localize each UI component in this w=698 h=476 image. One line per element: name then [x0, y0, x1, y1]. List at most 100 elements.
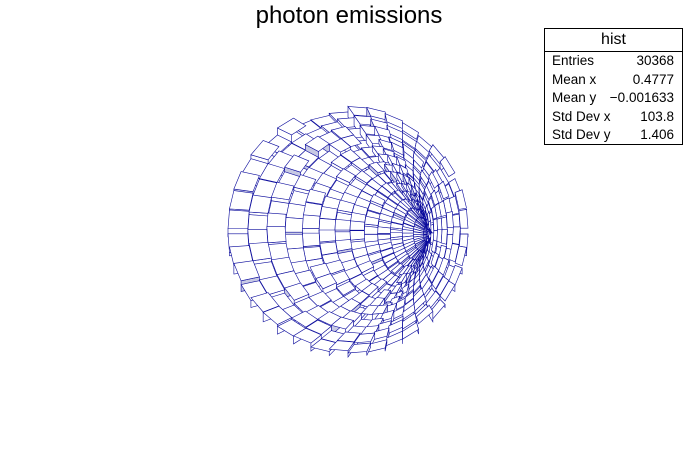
lego-cell-top	[284, 282, 310, 301]
lego-cell-top	[451, 226, 461, 245]
lego-cell-top	[330, 316, 355, 330]
stats-value: 0.4777	[632, 71, 674, 87]
stats-row-std-dev-x: Std Dev x 103.8	[545, 108, 682, 127]
lego-cell-top	[394, 189, 407, 201]
lego-cell-top	[415, 218, 426, 228]
stats-box-title: hist	[545, 29, 682, 52]
lego-cell-top	[305, 319, 332, 335]
lego-cell-top	[262, 305, 293, 325]
lego-cell-top	[285, 202, 307, 220]
lego-cell-top	[318, 229, 336, 243]
stats-value: −0.001633	[609, 90, 674, 105]
lego-cell-top	[227, 209, 250, 230]
lego-cell-top	[292, 327, 322, 344]
lego-cell-top	[439, 156, 456, 178]
lego-cell-top	[291, 310, 319, 328]
lego-cell-top	[384, 257, 399, 269]
lego-cell-top	[390, 216, 404, 225]
stats-label: Mean x	[552, 71, 597, 87]
lego-cell-top	[233, 260, 260, 282]
lego-cell-top	[446, 211, 454, 228]
lego-cell-top	[381, 182, 396, 194]
lego-cell-top	[435, 276, 450, 296]
stats-value: 103.8	[640, 108, 674, 124]
lego-cell-top	[361, 282, 379, 296]
lego-cell-top	[305, 188, 326, 205]
stats-label: Std Dev x	[552, 108, 611, 124]
stats-row-std-dev-y: Std Dev y 1.406	[545, 126, 682, 145]
lego-cell-top	[304, 135, 330, 152]
lego-cell-top	[349, 220, 365, 231]
lego-cell-top	[357, 260, 375, 274]
lego-cell-top	[328, 138, 352, 153]
lego-cell-top	[430, 189, 440, 206]
lego-cell-top	[454, 189, 467, 210]
stats-row-entries: Entries 30368	[545, 52, 682, 71]
lego-cell-top	[248, 242, 272, 262]
lego-cell-top	[377, 226, 391, 234]
stats-value: 30368	[636, 53, 674, 68]
lego-cell-top	[347, 342, 372, 354]
lego-cell-top	[440, 229, 448, 245]
lego-cell-top	[229, 190, 254, 211]
lego-cell-top	[363, 225, 379, 235]
lego-cell-top	[432, 218, 438, 232]
lego-cell-top	[302, 232, 321, 247]
lego-cell-top	[390, 232, 403, 239]
lego-cell-top	[384, 113, 403, 129]
lego-cell-top	[374, 125, 392, 139]
lego-cell-top	[431, 205, 438, 220]
lego-cell-top	[335, 239, 353, 252]
lego-cell-top	[293, 174, 317, 192]
stats-row-mean-y: Mean y −0.001633	[545, 89, 682, 108]
lego-cell-top	[413, 151, 424, 169]
lego-cell-top	[438, 180, 450, 200]
lego-cell-top	[353, 115, 376, 126]
lego-cell-top	[369, 193, 386, 206]
lego-cell-top	[402, 143, 415, 160]
lego-cell-top	[319, 206, 338, 220]
stats-row-mean-x: Mean x 0.4777	[545, 71, 682, 90]
lego-cell-top	[354, 170, 373, 184]
lego-cell-top	[350, 157, 370, 171]
lego-cell-top	[335, 280, 356, 296]
lego-cell-top	[368, 161, 385, 174]
lego-cell-top	[439, 280, 456, 302]
lego-cell-top	[266, 226, 287, 244]
stats-label: Entries	[552, 53, 595, 68]
lego-cell-top	[371, 304, 389, 315]
lego-cell-top	[284, 154, 310, 173]
lego-cell-top	[302, 214, 321, 229]
lego-cell-top	[250, 140, 280, 161]
lego-cell-top	[284, 234, 304, 250]
lego-cell-top	[302, 201, 323, 218]
stats-label: Std Dev y	[552, 127, 611, 142]
lego-cell-top	[330, 154, 352, 170]
lego-cell-top	[366, 107, 388, 121]
lego-cell-top	[315, 273, 337, 290]
lego-cell-top	[397, 201, 410, 212]
lego-cell-top	[248, 194, 272, 214]
lego-cell-top	[428, 265, 439, 284]
lego-cell-top	[349, 230, 365, 241]
lego-cell-top	[410, 207, 421, 218]
lego-cell-top	[318, 218, 336, 231]
lego-cell-top	[328, 340, 355, 351]
lego-cell-top	[258, 275, 286, 296]
lego-cell-top	[418, 187, 424, 201]
lego-cell-top	[335, 168, 356, 183]
lego-cell-top	[390, 262, 404, 274]
lego-cell-top	[364, 215, 380, 226]
lego-cell-top	[276, 117, 307, 136]
lego-cell-top	[416, 304, 434, 325]
lego-cell-top	[454, 245, 467, 267]
lego-cell-top	[284, 217, 304, 233]
lego-cell-top	[428, 171, 439, 189]
stats-box: hist Entries 30368 Mean x 0.4777 Mean y …	[544, 28, 683, 145]
chart-title: photon emissions	[255, 2, 443, 29]
lego-cell-top	[458, 209, 469, 229]
lego-cell-top	[393, 207, 407, 218]
lego-cell-top	[402, 122, 419, 140]
lego-cell-top	[270, 181, 295, 201]
